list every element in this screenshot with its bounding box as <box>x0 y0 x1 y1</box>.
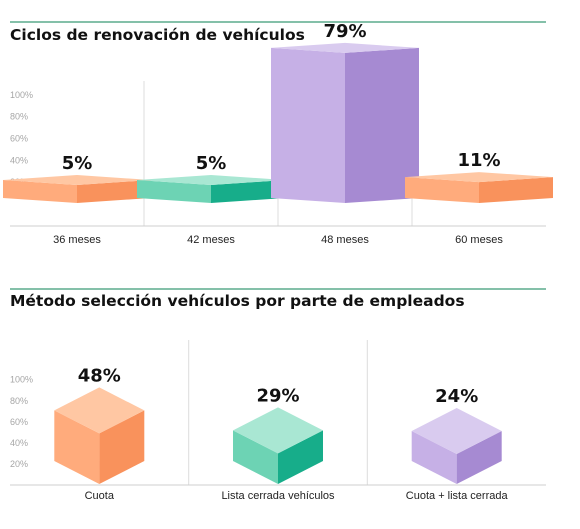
chart-1-bar-3 <box>271 42 419 204</box>
chart-1-category-label: 36 meses <box>53 234 101 246</box>
bar-left-face <box>233 430 278 484</box>
bar-right-face <box>278 430 323 484</box>
chart-1-category-label: 60 meses <box>455 234 503 246</box>
chart-1-bar-1 <box>3 175 151 203</box>
chart-1-value-label: 5% <box>62 153 93 174</box>
chart-2-y-tick: 40% <box>10 438 28 448</box>
bar-top-face <box>411 408 502 454</box>
bar-right-face <box>479 177 553 203</box>
chart-1-value-label: 5% <box>196 153 227 174</box>
bar-left-face <box>137 180 211 203</box>
chart-2-category-label: Cuota <box>85 490 115 502</box>
bar-top-face <box>233 407 323 454</box>
bar-left-face <box>405 177 479 203</box>
chart-1-y-tick: 40% <box>10 155 28 165</box>
chart-2-value-label: 48% <box>78 365 121 386</box>
bar-right-face <box>456 431 502 484</box>
bar-right-face <box>77 180 151 203</box>
bar-top-face <box>405 172 553 183</box>
chart-1-title: Ciclos de renovación de vehículos <box>10 26 305 44</box>
bar-left-face <box>3 180 77 203</box>
chart-1-bar-2 <box>137 175 285 203</box>
chart-1-value-label: 79% <box>323 21 366 42</box>
chart-2-category-label: Cuota + lista cerrada <box>406 490 509 502</box>
chart-1-category-label: 42 meses <box>187 234 235 246</box>
chart-2-title: Método selección vehículos por parte de … <box>10 292 465 310</box>
chart-2-y-tick: 60% <box>10 417 28 427</box>
chart-2-category-label: Lista cerrada vehículos <box>221 490 335 502</box>
chart-2-bar-3 <box>411 408 502 484</box>
bar-top-face <box>54 387 145 434</box>
chart-2-bar-2 <box>233 407 323 484</box>
chart-2-y-tick: 20% <box>10 459 28 469</box>
bar-right-face <box>211 180 285 203</box>
chart-2-bar-1 <box>54 387 145 484</box>
chart-1-y-tick: 100% <box>10 90 33 100</box>
chart-2-plot: 20% 40% 60% 80% 100% 48% Cuota 29% Lista cerrada… <box>10 340 546 502</box>
chart-2-value-label: 29% <box>256 385 299 406</box>
bar-top-face <box>271 42 419 53</box>
bar-right-face <box>345 47 419 204</box>
bar-right-face <box>99 410 145 484</box>
bar-left-face <box>411 431 457 484</box>
chart-1-y-tick: 80% <box>10 112 28 122</box>
bar-top-face <box>3 175 151 185</box>
bar-left-face <box>54 410 100 484</box>
chart-2-y-tick: 100% <box>10 375 33 385</box>
chart-1-y-tick: 60% <box>10 134 28 144</box>
chart-2-y-tick: 80% <box>10 396 28 406</box>
chart-1-value-label: 11% <box>457 150 500 171</box>
chart-2-value-label: 24% <box>435 386 478 407</box>
chart-1-bar-4 <box>405 172 553 203</box>
bar-top-face <box>137 175 285 185</box>
bar-left-face <box>271 47 345 204</box>
chart-1-category-label: 48 meses <box>321 234 369 246</box>
